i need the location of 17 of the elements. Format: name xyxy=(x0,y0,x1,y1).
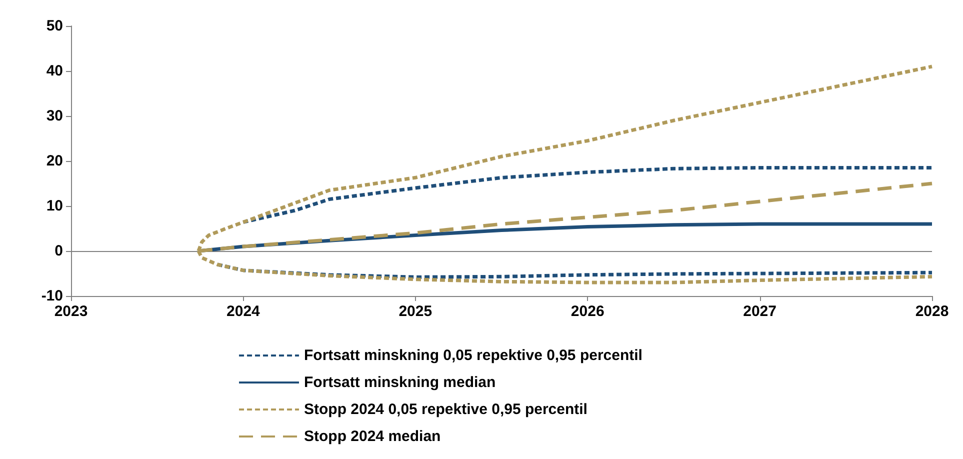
x-tick-label: 2026 xyxy=(570,303,604,320)
y-tick-label: 0 xyxy=(54,242,63,260)
x-tick-label: 2025 xyxy=(398,303,432,320)
legend-label: Stopp 2024 0,05 repektive 0,95 percentil xyxy=(304,401,588,418)
y-tick-label: 50 xyxy=(46,18,63,34)
y-tick-label: 30 xyxy=(46,108,63,124)
legend-label: Stopp 2024 median xyxy=(304,428,441,445)
y-tick-label: 10 xyxy=(46,198,63,214)
y-tick-label: 20 xyxy=(46,152,63,170)
x-tick-label: 2023 xyxy=(54,303,88,320)
x-tick-label: 2027 xyxy=(743,303,776,320)
legend-label: Fortsatt minskning 0,05 repektive 0,95 percentil xyxy=(304,347,642,364)
legend-label: Fortsatt minskning median xyxy=(304,374,496,391)
y-tick-label: -10 xyxy=(41,288,63,304)
x-tick-label: 2028 xyxy=(915,303,949,320)
y-tick-label: 40 xyxy=(46,62,63,80)
x-tick-label: 2024 xyxy=(226,303,261,320)
